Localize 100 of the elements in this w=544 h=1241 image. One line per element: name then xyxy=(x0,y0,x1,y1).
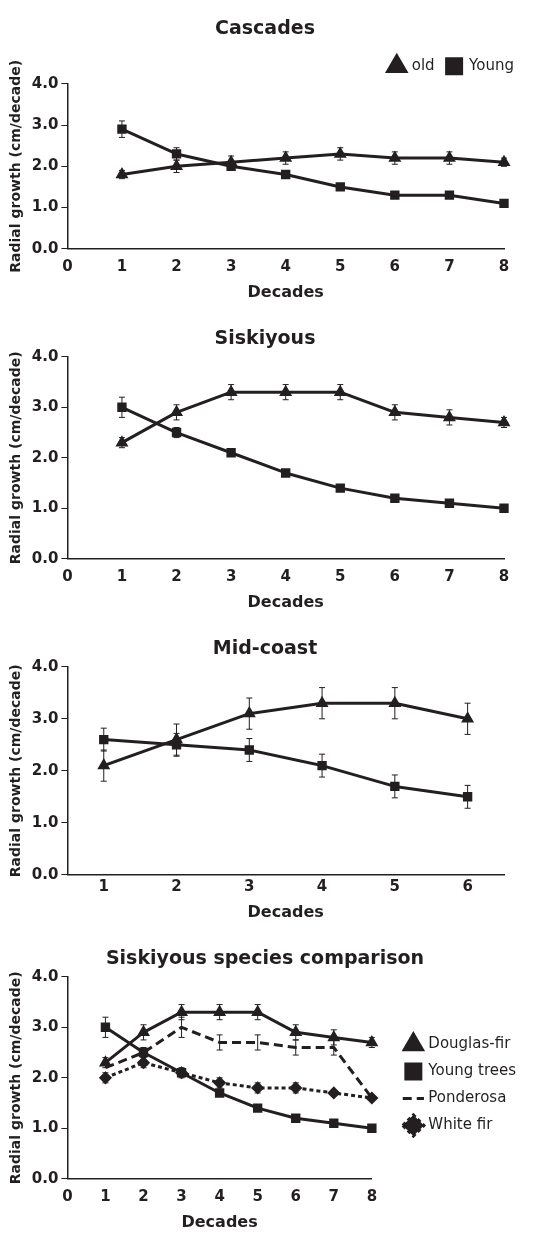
point xyxy=(334,386,346,396)
legend-label: Douglas-fir xyxy=(428,1034,512,1053)
chart-title: Cascades xyxy=(215,16,315,39)
point xyxy=(389,697,401,707)
y-tick-label: 2.0 xyxy=(31,760,59,779)
x-tick-label: 5 xyxy=(335,566,346,585)
point xyxy=(390,190,400,200)
x-axis-title: Decades xyxy=(181,1211,258,1231)
point xyxy=(444,498,455,508)
x-tick-label: 0 xyxy=(62,256,73,275)
y-tick-label: 1.0 xyxy=(31,812,59,831)
point xyxy=(317,760,327,771)
point xyxy=(244,745,254,755)
y-tick-label: 0.0 xyxy=(31,864,59,883)
x-tick-label: 6 xyxy=(389,566,401,585)
x-tick-label: 7 xyxy=(444,256,455,275)
x-tick-label: 3 xyxy=(225,566,237,585)
point xyxy=(390,781,400,792)
point xyxy=(499,198,509,209)
point xyxy=(99,734,109,745)
point xyxy=(390,493,400,503)
legend-label: Young xyxy=(468,56,515,75)
x-tick-label: 1 xyxy=(98,876,109,895)
y-axis-title: Radial growth (cm/decade) xyxy=(7,971,24,1185)
y-tick-label: 0.0 xyxy=(31,238,59,257)
point xyxy=(176,1006,187,1016)
y-tick-label: 0.0 xyxy=(31,548,59,567)
y-tick-label: 4.0 xyxy=(31,73,59,92)
y-tick-label: 3.0 xyxy=(31,397,59,416)
y-tick-label: 1.0 xyxy=(31,197,59,216)
x-tick-label: 4 xyxy=(316,876,328,895)
x-tick-label: 0 xyxy=(62,1186,73,1205)
point xyxy=(252,1006,264,1016)
y-tick-label: 1.0 xyxy=(31,1118,59,1137)
point xyxy=(281,468,291,478)
point xyxy=(462,792,473,802)
x-axis-title: Decades xyxy=(247,901,324,921)
point xyxy=(252,1103,263,1113)
x-tick-label: 7 xyxy=(328,1186,340,1205)
x-tick-label: 2 xyxy=(171,256,182,275)
x-tick-label: 5 xyxy=(252,1186,263,1205)
point xyxy=(335,182,345,192)
point xyxy=(365,1092,378,1104)
point xyxy=(444,411,455,422)
point xyxy=(214,1088,225,1098)
x-tick-label: 3 xyxy=(176,1186,187,1205)
point xyxy=(280,386,292,396)
x-tick-label: 8 xyxy=(498,566,510,585)
y-tick-label: 3.0 xyxy=(31,114,59,133)
y-tick-label: 2.0 xyxy=(31,447,59,466)
x-tick-label: 6 xyxy=(462,876,473,895)
point xyxy=(444,190,455,200)
point xyxy=(117,402,127,412)
x-tick-label: 1 xyxy=(116,566,128,585)
point xyxy=(117,124,127,134)
y-tick-label: 1.0 xyxy=(31,498,59,517)
y-axis-title: Radial growth (cm/decade) xyxy=(7,351,24,565)
point xyxy=(171,733,182,744)
x-axis-title: Decades xyxy=(247,281,324,301)
legend-label: Ponderosa xyxy=(428,1088,507,1107)
point xyxy=(243,707,255,718)
x-tick-label: 2 xyxy=(171,876,182,895)
chart-title: Siskiyous species comparison xyxy=(105,946,425,969)
point xyxy=(100,1022,111,1032)
point xyxy=(389,406,401,417)
x-tick-label: 1 xyxy=(100,1186,111,1205)
x-tick-label: 6 xyxy=(389,256,401,275)
y-tick-label: 3.0 xyxy=(31,1017,59,1036)
legend-label: Young trees xyxy=(427,1061,517,1080)
x-tick-label: 5 xyxy=(335,256,346,275)
point xyxy=(138,1026,149,1037)
x-tick-label: 4 xyxy=(280,566,291,585)
x-tick-label: 3 xyxy=(225,256,237,275)
point xyxy=(171,406,182,417)
chart-title: Siskiyous xyxy=(214,326,316,349)
x-tick-label: 0 xyxy=(62,566,73,585)
point xyxy=(462,712,474,723)
point xyxy=(98,759,110,770)
point xyxy=(316,697,328,707)
point xyxy=(329,1118,339,1128)
x-tick-label: 4 xyxy=(214,1186,225,1205)
y-tick-label: 2.0 xyxy=(31,1067,59,1086)
point xyxy=(214,1006,226,1016)
chart-title: Mid-coast xyxy=(212,636,318,659)
x-tick-label: 1 xyxy=(116,256,128,275)
point xyxy=(290,1026,302,1037)
x-tick-label: 6 xyxy=(290,1186,301,1205)
point xyxy=(327,1086,340,1099)
x-tick-label: 5 xyxy=(389,876,401,895)
x-tick-label: 2 xyxy=(171,566,182,585)
y-tick-label: 0.0 xyxy=(31,1168,59,1187)
point xyxy=(367,1123,377,1133)
x-axis-title: Decades xyxy=(247,591,324,611)
y-tick-label: 2.0 xyxy=(31,156,59,175)
x-tick-label: 4 xyxy=(280,256,291,275)
legend-label: old xyxy=(411,56,435,75)
point xyxy=(335,483,345,493)
point xyxy=(225,386,237,396)
y-tick-label: 4.0 xyxy=(31,346,59,365)
y-tick-label: 4.0 xyxy=(31,966,59,985)
